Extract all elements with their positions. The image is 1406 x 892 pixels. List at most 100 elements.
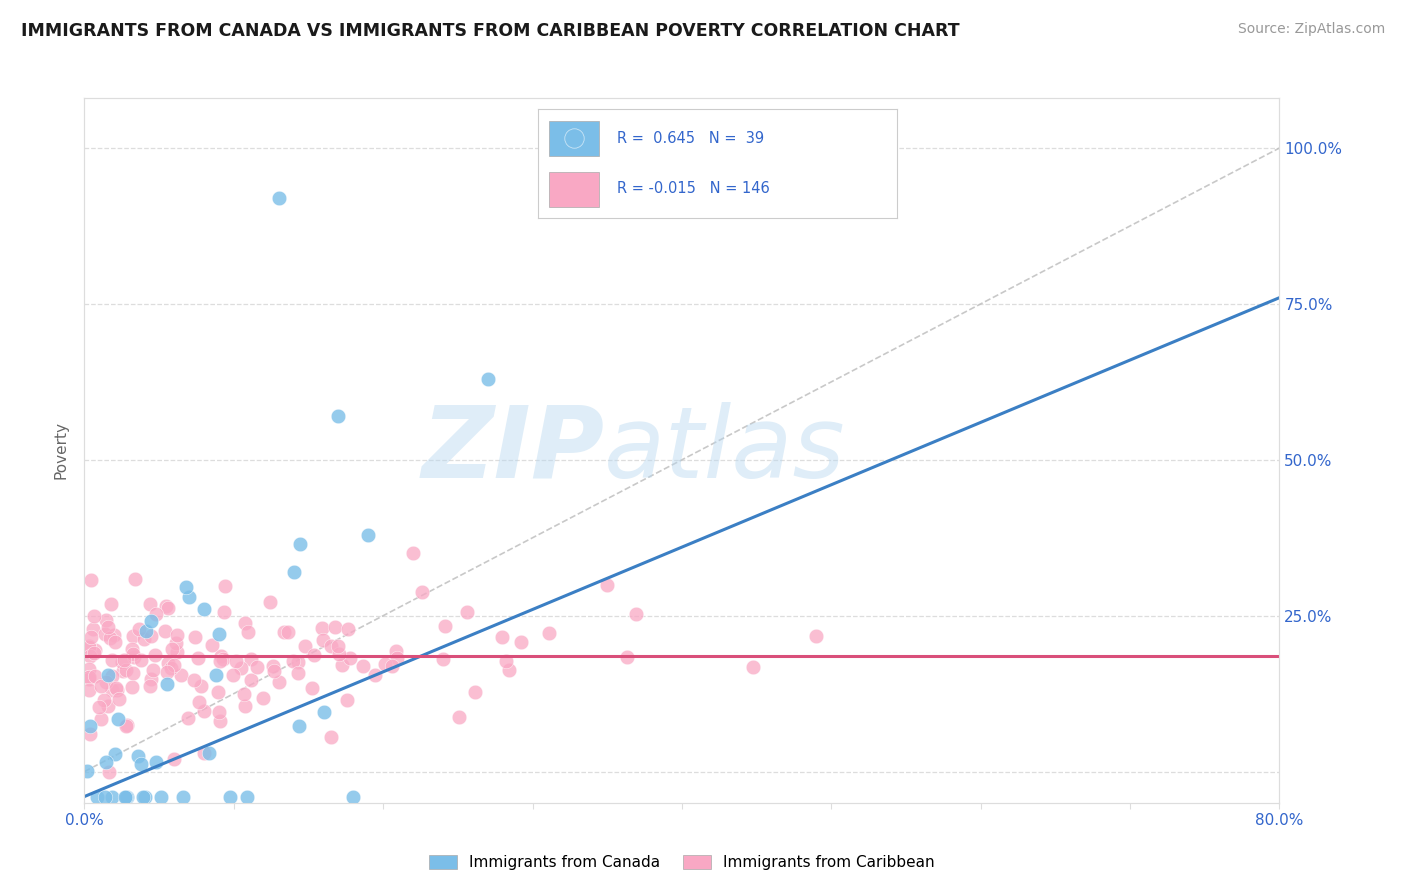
Point — [149, 789, 172, 804]
Point — [456, 605, 478, 619]
Point — [101, 669, 124, 683]
Point — [193, 746, 215, 760]
Point — [83, 646, 105, 660]
Point — [311, 621, 333, 635]
Point — [326, 639, 349, 653]
Point — [233, 687, 256, 701]
Point — [121, 641, 143, 656]
Point — [121, 647, 143, 661]
Point — [208, 706, 231, 720]
Point — [294, 639, 316, 653]
Point — [100, 632, 122, 646]
Point — [112, 664, 135, 678]
Point — [336, 622, 359, 636]
Point — [240, 673, 263, 687]
Point — [93, 693, 115, 707]
Point — [160, 661, 183, 675]
Point — [240, 652, 263, 666]
Point — [209, 649, 232, 664]
Point — [281, 655, 304, 669]
Point — [364, 668, 387, 682]
Point — [208, 627, 231, 641]
Point — [596, 577, 619, 591]
Point — [330, 658, 353, 673]
Point — [201, 638, 224, 652]
Point — [273, 624, 295, 639]
Point — [177, 711, 200, 725]
Point — [114, 789, 136, 804]
Point — [112, 653, 135, 667]
Point — [122, 649, 145, 664]
Point — [626, 607, 648, 621]
Point — [287, 655, 309, 669]
Point — [319, 731, 342, 745]
Point — [101, 683, 124, 698]
Point — [90, 680, 112, 694]
Point — [357, 527, 380, 541]
Point — [197, 746, 219, 760]
Point — [236, 624, 259, 639]
Point — [139, 614, 162, 628]
Point — [155, 599, 177, 613]
Point — [127, 748, 149, 763]
Point — [212, 605, 235, 619]
Point — [477, 372, 499, 386]
Point — [94, 627, 117, 641]
Point — [207, 685, 229, 699]
Point — [166, 645, 188, 659]
Point — [246, 660, 269, 674]
Point — [141, 673, 163, 687]
Point — [342, 789, 364, 804]
Point — [314, 705, 336, 719]
Point — [163, 658, 186, 673]
Point — [165, 635, 187, 649]
Point — [114, 719, 136, 733]
Point — [94, 675, 117, 690]
Point — [105, 683, 128, 698]
Point — [174, 580, 197, 594]
Point — [301, 681, 323, 695]
Point — [385, 644, 408, 658]
Point — [288, 537, 311, 551]
Point — [121, 629, 143, 643]
Point — [231, 660, 253, 674]
Point — [166, 627, 188, 641]
Point — [94, 755, 117, 769]
Point — [385, 650, 408, 665]
Point — [77, 669, 100, 683]
Point — [214, 579, 236, 593]
Point — [464, 684, 486, 698]
Point — [134, 632, 156, 646]
Point — [104, 747, 127, 761]
Point — [142, 663, 165, 677]
Point — [187, 651, 209, 665]
Point — [131, 789, 153, 804]
Point — [233, 699, 256, 714]
Point — [145, 756, 167, 770]
Point — [328, 409, 350, 424]
Point — [79, 573, 101, 587]
Point — [156, 601, 179, 615]
Point — [94, 613, 117, 627]
Point — [105, 681, 128, 696]
Point — [111, 655, 134, 669]
Y-axis label: Poverty: Poverty — [53, 421, 69, 480]
Point — [170, 668, 193, 682]
Point — [252, 691, 274, 706]
Point — [115, 789, 138, 804]
Point — [304, 648, 326, 663]
Point — [108, 692, 131, 706]
Point — [283, 565, 305, 579]
Point — [288, 719, 311, 733]
Point — [77, 662, 100, 676]
Point — [97, 698, 120, 713]
Point — [79, 719, 101, 733]
Point — [129, 757, 152, 772]
Point — [76, 764, 98, 779]
Point — [139, 597, 162, 611]
Point — [267, 675, 290, 690]
Point — [402, 546, 425, 560]
Point — [101, 653, 124, 667]
Point — [86, 789, 108, 804]
Point — [219, 789, 242, 804]
